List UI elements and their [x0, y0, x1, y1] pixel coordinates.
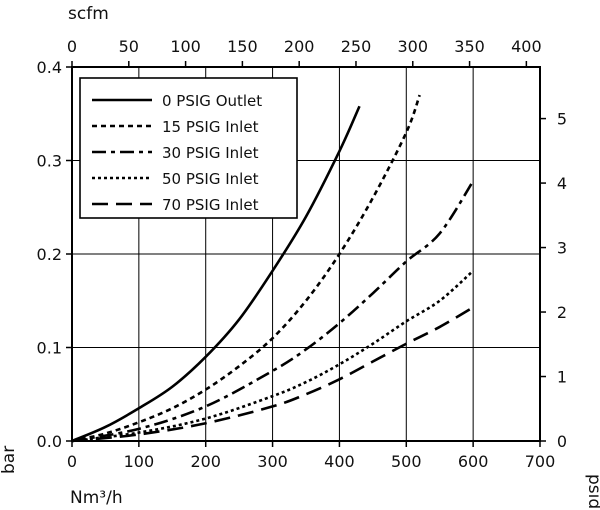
series-lines	[71, 94, 475, 443]
y2-tick-label: 5	[557, 110, 567, 129]
legend-box	[79, 77, 298, 219]
y2-tick-label: 4	[557, 174, 567, 193]
x2-axis-title: scfm	[68, 4, 109, 24]
x2-tick-label: 0	[67, 37, 77, 56]
x-tick-label: 400	[324, 452, 355, 471]
x-tick-label: 500	[391, 452, 422, 471]
legend-label-1: 15 PSIG Inlet	[162, 118, 259, 136]
x2-tick-label: 400	[511, 37, 542, 56]
x2-tick-label: 150	[227, 37, 258, 56]
x-tick-label: 700	[525, 452, 556, 471]
legend-label-4: 70 PSIG Inlet	[162, 196, 259, 214]
y-tick-label: 0.0	[37, 432, 62, 451]
x-tick-label: 600	[458, 452, 489, 471]
y-tick-label: 0.3	[37, 152, 62, 171]
x2-tick-label: 50	[119, 37, 139, 56]
series-line-2	[71, 180, 475, 443]
legend: 0 PSIG Outlet 15 PSIG Inlet 30 PSIG Inlet 5…	[79, 77, 298, 219]
y2-tick-label: 0	[557, 432, 567, 451]
x-axis-title: Nm³/h	[70, 488, 123, 508]
x-tick-label: 200	[190, 452, 221, 471]
series-line-1	[71, 94, 421, 443]
y-tick-label: 0.1	[37, 339, 62, 358]
y2-tick-label: 3	[557, 239, 567, 258]
legend-label-2: 30 PSIG Inlet	[162, 144, 259, 162]
x2-tick-label: 350	[454, 37, 485, 56]
legend-label-3: 50 PSIG Inlet	[162, 170, 259, 188]
x2-tick-label: 250	[341, 37, 372, 56]
x-tick-label: 300	[257, 452, 288, 471]
series-line-0	[71, 105, 361, 443]
y2-axis-title: psid	[584, 474, 600, 509]
y-tick-label: 0.4	[37, 58, 62, 77]
x2-tick-label: 300	[398, 37, 429, 56]
series-line-4	[71, 306, 474, 443]
y2-tick-label: 1	[557, 368, 567, 387]
x2-tick-label: 100	[170, 37, 201, 56]
y-axis-title: bar	[0, 446, 19, 474]
y-tick-label: 0.2	[37, 245, 62, 264]
x-tick-label: 100	[124, 452, 155, 471]
series-line-3	[71, 269, 475, 443]
y2-tick-label: 2	[557, 303, 567, 322]
x-tick-label: 0	[67, 452, 77, 471]
legend-label-0: 0 PSIG Outlet	[162, 92, 262, 110]
x2-tick-label: 200	[284, 37, 315, 56]
